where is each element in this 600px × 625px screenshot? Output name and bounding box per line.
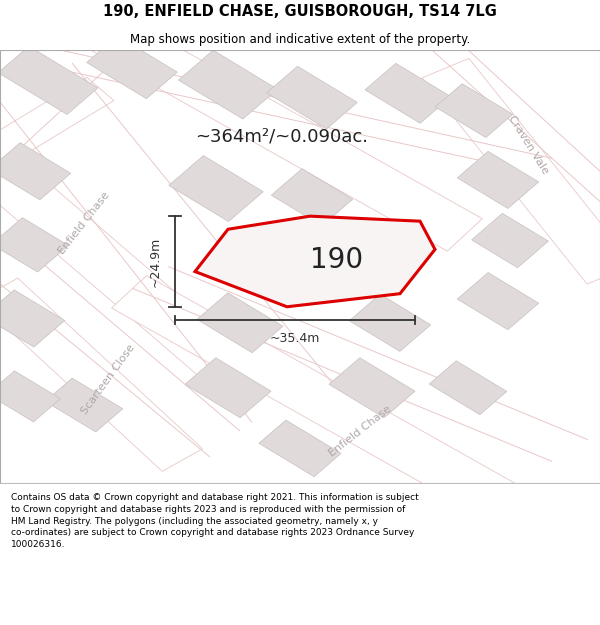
Polygon shape <box>271 169 353 226</box>
Polygon shape <box>0 27 272 402</box>
Polygon shape <box>0 142 71 200</box>
Text: 190, ENFIELD CHASE, GUISBOROUGH, TS14 7LG: 190, ENFIELD CHASE, GUISBOROUGH, TS14 7L… <box>103 4 497 19</box>
Text: ~364m²/~0.090ac.: ~364m²/~0.090ac. <box>196 127 368 146</box>
Polygon shape <box>349 294 431 351</box>
Text: 190: 190 <box>310 246 364 274</box>
Polygon shape <box>178 50 278 119</box>
Polygon shape <box>0 371 61 422</box>
Polygon shape <box>435 84 513 138</box>
Text: ~24.9m: ~24.9m <box>149 236 162 287</box>
Polygon shape <box>0 278 202 471</box>
Polygon shape <box>457 151 539 209</box>
Polygon shape <box>86 36 178 99</box>
Polygon shape <box>185 357 271 418</box>
Polygon shape <box>0 46 98 114</box>
Text: Scarteen Close: Scarteen Close <box>79 342 137 416</box>
Polygon shape <box>422 58 600 284</box>
Text: Contains OS data © Crown copyright and database right 2021. This information is : Contains OS data © Crown copyright and d… <box>11 493 419 549</box>
Polygon shape <box>169 156 263 222</box>
Polygon shape <box>0 217 68 272</box>
Polygon shape <box>259 420 341 477</box>
Polygon shape <box>45 378 123 432</box>
Polygon shape <box>112 276 548 534</box>
Polygon shape <box>329 357 415 418</box>
Polygon shape <box>457 272 539 330</box>
Text: Enfield Chase: Enfield Chase <box>56 190 112 256</box>
Polygon shape <box>0 290 65 347</box>
Polygon shape <box>22 0 482 251</box>
Polygon shape <box>195 216 435 307</box>
Text: Enfield Chase: Enfield Chase <box>327 404 393 459</box>
Polygon shape <box>429 361 507 414</box>
Polygon shape <box>266 66 358 129</box>
Text: Map shows position and indicative extent of the property.: Map shows position and indicative extent… <box>130 32 470 46</box>
Polygon shape <box>365 63 451 123</box>
Polygon shape <box>343 229 425 286</box>
Text: Craven Vale: Craven Vale <box>506 114 550 176</box>
Text: ~35.4m: ~35.4m <box>270 332 320 345</box>
Polygon shape <box>197 293 283 352</box>
Polygon shape <box>0 78 114 179</box>
Polygon shape <box>472 213 548 268</box>
